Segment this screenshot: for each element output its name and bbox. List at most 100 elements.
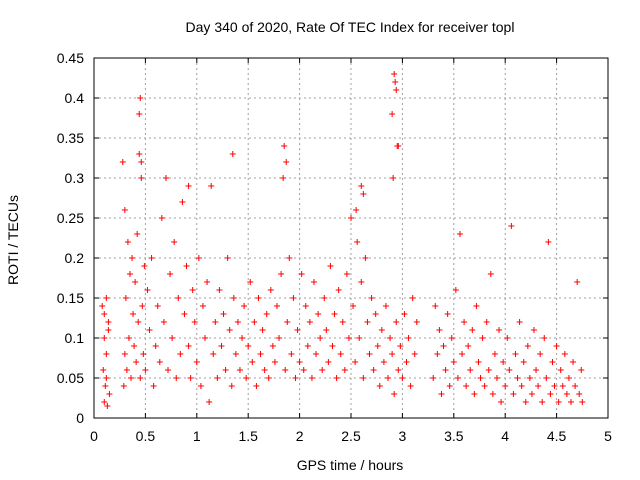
x-tick-label: 0 bbox=[90, 428, 98, 444]
data-point bbox=[578, 367, 585, 373]
data-point bbox=[232, 351, 239, 357]
data-point bbox=[280, 175, 287, 181]
data-point bbox=[467, 367, 474, 373]
data-point bbox=[348, 215, 354, 221]
data-point bbox=[477, 375, 484, 381]
data-point bbox=[358, 279, 365, 285]
data-point bbox=[302, 303, 309, 309]
data-point bbox=[267, 287, 274, 293]
data-point bbox=[512, 351, 519, 357]
data-point bbox=[350, 303, 357, 309]
data-point bbox=[158, 215, 165, 221]
data-point bbox=[565, 375, 572, 381]
data-point bbox=[136, 151, 143, 157]
data-point bbox=[500, 359, 507, 365]
data-point bbox=[380, 359, 387, 365]
data-point bbox=[407, 383, 414, 389]
data-point bbox=[102, 383, 109, 389]
y-tick-label: 0.15 bbox=[57, 290, 84, 306]
y-tick-label: 0.2 bbox=[65, 250, 85, 266]
data-point bbox=[214, 375, 221, 381]
data-point bbox=[294, 327, 301, 333]
data-point bbox=[498, 399, 505, 405]
data-point bbox=[403, 359, 410, 365]
data-point bbox=[485, 367, 492, 373]
data-point bbox=[273, 303, 280, 309]
data-point bbox=[204, 279, 211, 285]
data-point bbox=[229, 151, 236, 157]
x-tick-label: 0.5 bbox=[136, 428, 156, 444]
data-point bbox=[137, 375, 144, 381]
data-point bbox=[473, 303, 480, 309]
data-point bbox=[105, 327, 112, 333]
data-point bbox=[133, 359, 140, 365]
data-point bbox=[282, 367, 289, 373]
data-point bbox=[574, 279, 581, 285]
data-point bbox=[139, 303, 146, 309]
data-point bbox=[461, 319, 468, 325]
data-point bbox=[411, 351, 418, 357]
data-point bbox=[156, 359, 163, 365]
y-tick-label: 0 bbox=[76, 410, 84, 426]
data-point bbox=[508, 223, 515, 229]
y-tick-label: 0.45 bbox=[57, 50, 84, 66]
data-point bbox=[228, 383, 235, 389]
data-point bbox=[152, 343, 159, 349]
data-point bbox=[154, 303, 161, 309]
data-point bbox=[432, 303, 439, 309]
data-point bbox=[271, 359, 278, 365]
data-point bbox=[530, 327, 537, 333]
data-point bbox=[179, 199, 186, 205]
x-tick-label: 2.5 bbox=[341, 428, 361, 444]
data-point bbox=[372, 311, 379, 317]
data-point bbox=[382, 303, 389, 309]
data-point bbox=[493, 375, 500, 381]
data-point bbox=[124, 239, 131, 245]
data-point bbox=[413, 319, 420, 325]
data-point bbox=[101, 399, 108, 405]
data-point bbox=[572, 383, 579, 389]
data-points bbox=[99, 71, 586, 409]
data-point bbox=[286, 255, 293, 261]
data-point bbox=[506, 367, 513, 373]
data-point bbox=[323, 327, 330, 333]
data-point bbox=[104, 403, 111, 409]
data-point bbox=[135, 319, 142, 325]
data-point bbox=[138, 175, 145, 181]
data-point bbox=[405, 335, 412, 341]
x-tick-label: 1.5 bbox=[238, 428, 258, 444]
data-point bbox=[167, 271, 174, 277]
data-point bbox=[306, 319, 313, 325]
x-tick-label: 4 bbox=[501, 428, 509, 444]
data-point bbox=[321, 295, 328, 301]
data-point bbox=[263, 311, 270, 317]
data-point bbox=[549, 359, 556, 365]
data-point bbox=[510, 391, 517, 397]
data-point bbox=[310, 279, 317, 285]
data-point bbox=[269, 343, 276, 349]
data-point bbox=[183, 263, 190, 269]
data-point bbox=[119, 159, 126, 165]
data-point bbox=[489, 391, 496, 397]
data-point bbox=[567, 399, 574, 405]
data-point bbox=[393, 87, 400, 93]
data-point bbox=[514, 375, 521, 381]
data-point bbox=[300, 367, 307, 373]
data-point bbox=[255, 295, 262, 301]
data-point bbox=[440, 343, 447, 349]
data-point bbox=[165, 367, 172, 373]
data-point bbox=[313, 351, 320, 357]
data-point bbox=[358, 183, 365, 189]
data-point bbox=[162, 175, 169, 181]
data-point bbox=[224, 255, 231, 261]
data-point bbox=[120, 383, 127, 389]
data-point bbox=[197, 383, 204, 389]
x-tick-label: 3 bbox=[399, 428, 407, 444]
data-point bbox=[129, 255, 136, 261]
data-point bbox=[356, 335, 363, 341]
tick-labels: 0 0.5 1 1.5 2 2.5 3 3.5 4 4.5 5 0 0.05 0.1 0.15 0.2 0.25… bbox=[57, 50, 612, 444]
data-point bbox=[185, 343, 192, 349]
data-point bbox=[216, 287, 223, 293]
data-point bbox=[339, 319, 346, 325]
data-point bbox=[354, 239, 361, 245]
